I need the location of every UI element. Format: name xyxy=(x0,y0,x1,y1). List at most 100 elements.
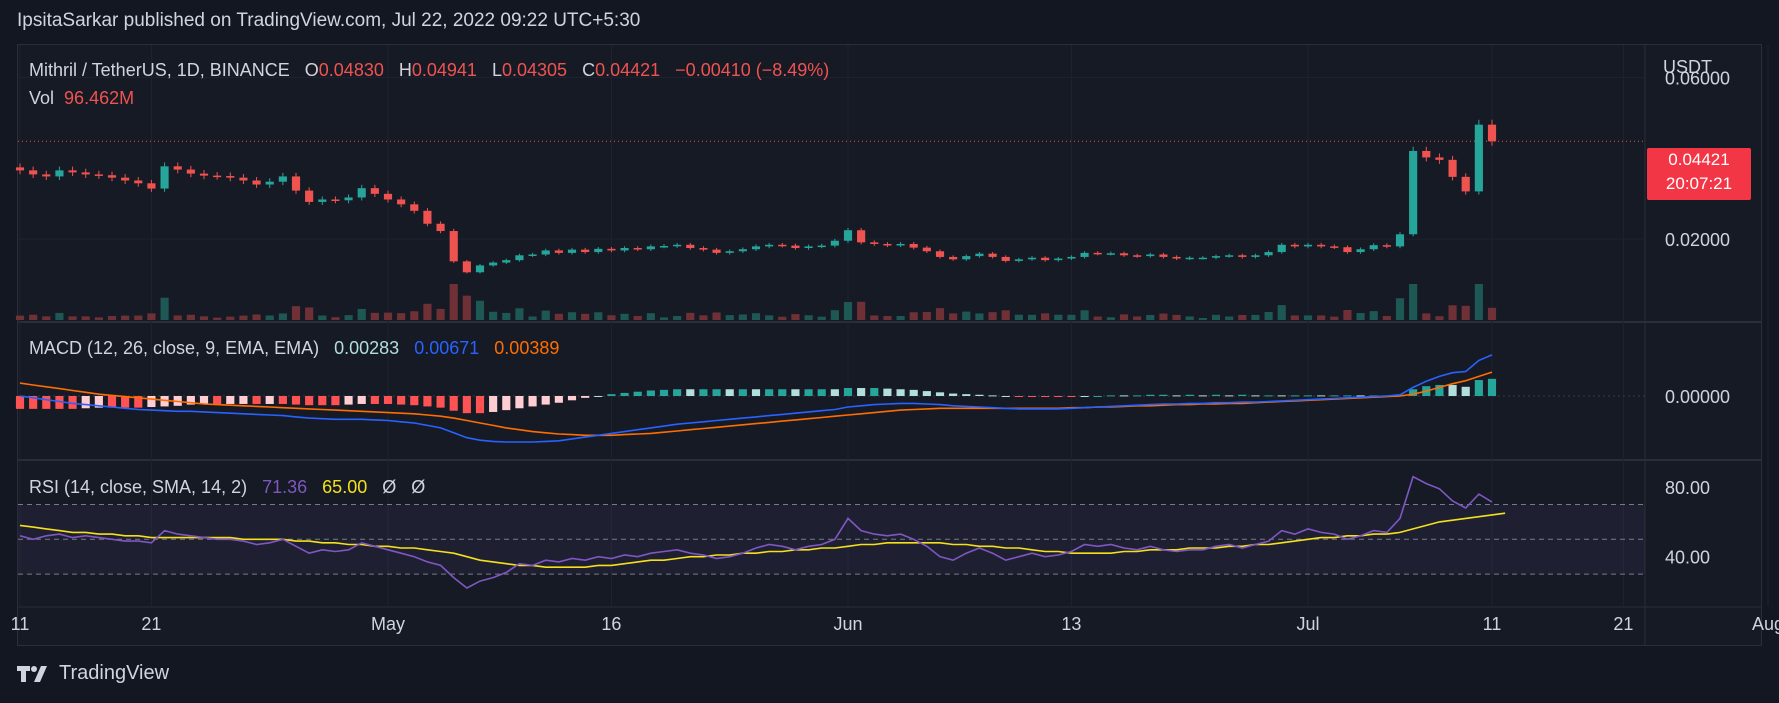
candle-body xyxy=(1290,244,1299,247)
macd-histogram-bar xyxy=(489,396,498,412)
macd-histogram-bar xyxy=(567,396,577,401)
volume-bar xyxy=(633,315,642,320)
volume-bar xyxy=(673,316,682,320)
low-label: L xyxy=(491,60,502,80)
candle-body xyxy=(397,199,406,205)
chart-frame[interactable] xyxy=(17,44,1762,646)
volume-bar xyxy=(81,316,90,320)
macd-histogram-bar xyxy=(278,396,287,404)
candle-body xyxy=(1422,150,1431,158)
macd-hist-value: 0.00283 xyxy=(334,338,400,358)
rsi-tick-label: 40.00 xyxy=(1665,548,1710,568)
macd-histogram-bar xyxy=(633,391,642,396)
macd-histogram-bar xyxy=(121,396,130,408)
volume-bar xyxy=(1448,305,1457,320)
candle-body xyxy=(55,170,64,177)
candle-body xyxy=(830,240,839,246)
volume-bar xyxy=(646,313,655,320)
macd-histogram-bar xyxy=(318,396,327,406)
volume-bars xyxy=(15,284,1497,320)
candle-body xyxy=(896,243,905,246)
macd-histogram-bar xyxy=(659,389,669,396)
macd-histogram-bar xyxy=(988,395,997,397)
macd-histogram-bar xyxy=(160,396,169,407)
macd-histogram-bar xyxy=(791,389,800,396)
macd-histogram-bar xyxy=(1264,395,1273,397)
volume-bar xyxy=(699,315,708,320)
rsi-label[interactable]: RSI (14, close, SMA, 14, 2) xyxy=(29,477,248,497)
volume-bar xyxy=(94,317,103,320)
candle-body xyxy=(646,246,655,250)
candle-body xyxy=(15,167,25,171)
macd-histogram-bar xyxy=(134,396,143,408)
tradingview-brand[interactable]: TradingView xyxy=(17,662,169,685)
macd-histogram-bar xyxy=(909,389,918,396)
macd-histogram-bar xyxy=(528,396,537,407)
volume-bar xyxy=(909,312,918,320)
candle-body xyxy=(252,180,261,185)
candle-body xyxy=(1435,157,1444,160)
macd-histogram-bar xyxy=(1448,384,1457,396)
candle-body xyxy=(883,243,892,246)
candle-body xyxy=(949,256,958,260)
volume-bar xyxy=(962,311,971,320)
volume-bar xyxy=(791,314,800,320)
close-value: 0.04421 xyxy=(595,60,661,80)
candle-body xyxy=(344,197,353,201)
macd-legend: MACD (12, 26, close, 9, EMA, EMA) 0.0028… xyxy=(29,338,559,359)
volume-bar xyxy=(173,315,182,320)
volume-label[interactable]: Vol xyxy=(29,88,55,108)
volume-bar xyxy=(1251,314,1260,320)
macd-histogram-bar xyxy=(1146,394,1155,396)
volume-bar xyxy=(1027,314,1037,320)
macd-histogram-bar xyxy=(778,389,787,396)
time-tick-label: 21 xyxy=(1613,614,1633,634)
candle-body xyxy=(1330,246,1339,248)
candle-body xyxy=(594,248,603,253)
macd-histogram-bar xyxy=(817,389,826,396)
candle-body xyxy=(1356,249,1365,253)
macd-histogram-bar xyxy=(673,389,682,396)
volume-bar xyxy=(1369,311,1378,320)
volume-bar xyxy=(1487,307,1497,320)
macd-histogram-bar xyxy=(1303,395,1313,397)
candle-body xyxy=(765,244,774,247)
axes: 11 21 May 16 Jun 13 Jul 11 21 Aug 0.06000 0.02000 0.… xyxy=(11,68,1779,634)
volume-bar xyxy=(778,316,787,320)
macd-histogram-bar xyxy=(1119,395,1129,397)
macd-tick-label: 0.00000 xyxy=(1665,387,1730,407)
volume-bar xyxy=(1290,315,1299,320)
macd-label[interactable]: MACD (12, 26, close, 9, EMA, EMA) xyxy=(29,338,320,358)
volume-bar xyxy=(1422,313,1431,320)
volume-bar xyxy=(1435,316,1444,320)
macd-histogram-bar xyxy=(699,389,708,396)
candle-body xyxy=(1409,150,1418,235)
time-tick-label: 11 xyxy=(11,614,30,634)
volume-bar xyxy=(975,313,984,320)
candle-body xyxy=(935,251,945,257)
volume-bar xyxy=(1185,316,1194,320)
volume-bar xyxy=(528,316,537,320)
volume-bar xyxy=(318,315,327,320)
volume-bar xyxy=(436,308,445,320)
volume-bar xyxy=(107,315,117,320)
macd-histogram-bar xyxy=(620,392,629,396)
candlesticks xyxy=(15,119,1497,274)
volume-bar xyxy=(1343,310,1352,320)
symbol-label[interactable]: Mithril / TetherUS, 1D, BINANCE xyxy=(29,60,290,80)
macd-histogram-bar xyxy=(922,391,931,396)
macd-histogram-bar xyxy=(765,389,774,396)
macd-histogram-bar xyxy=(1080,396,1089,397)
candle-body xyxy=(121,177,130,181)
macd-histogram-bar xyxy=(1106,395,1115,397)
macd-histogram-bar xyxy=(107,396,117,408)
candle-body xyxy=(318,199,327,202)
volume-bar xyxy=(213,317,222,320)
volume-bar xyxy=(1014,314,1023,320)
time-tick-label: 16 xyxy=(601,614,621,634)
candle-body xyxy=(581,249,590,253)
candle-body xyxy=(475,265,485,273)
rsi-value: 71.36 xyxy=(262,477,308,497)
volume-bar xyxy=(922,311,931,320)
